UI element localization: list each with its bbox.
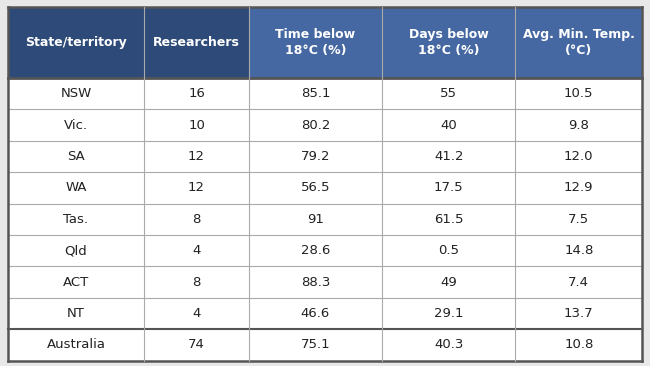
Text: Days below
18°C (%): Days below 18°C (%) [409,28,489,56]
Text: 12: 12 [188,150,205,163]
Bar [382,7,515,78]
Text: NSW: NSW [60,87,92,100]
Bar [515,7,642,78]
Text: 10: 10 [188,119,205,131]
Text: 55: 55 [440,87,457,100]
Text: 12.0: 12.0 [564,150,593,163]
Text: 9.8: 9.8 [568,119,589,131]
Text: 29.1: 29.1 [434,307,463,320]
Text: Avg. Min. Temp.
(°C): Avg. Min. Temp. (°C) [523,28,634,56]
Text: 13.7: 13.7 [564,307,593,320]
Text: 91: 91 [307,213,324,226]
Text: 12: 12 [188,181,205,194]
Text: 49: 49 [440,276,457,288]
Text: 28.6: 28.6 [301,244,330,257]
Text: 74: 74 [188,338,205,351]
Text: 17.5: 17.5 [434,181,463,194]
Text: 88.3: 88.3 [301,276,330,288]
Text: 7.5: 7.5 [568,213,590,226]
Text: 7.4: 7.4 [568,276,590,288]
Text: 85.1: 85.1 [301,87,330,100]
Text: 40.3: 40.3 [434,338,463,351]
Text: 41.2: 41.2 [434,150,463,163]
Text: Vic.: Vic. [64,119,88,131]
Text: 46.6: 46.6 [301,307,330,320]
Bar [8,7,144,78]
Text: Australia: Australia [47,338,105,351]
Text: 4: 4 [192,307,201,320]
Text: 56.5: 56.5 [301,181,330,194]
Text: Researchers: Researchers [153,36,240,49]
Text: 61.5: 61.5 [434,213,463,226]
Text: 8: 8 [192,276,201,288]
Text: 75.1: 75.1 [301,338,330,351]
Text: 10.5: 10.5 [564,87,593,100]
Bar [144,7,249,78]
Bar [249,7,382,78]
Text: State/territory: State/territory [25,36,127,49]
Text: 0.5: 0.5 [438,244,459,257]
Text: WA: WA [65,181,86,194]
Text: Tas.: Tas. [64,213,88,226]
Text: 12.9: 12.9 [564,181,593,194]
Text: 40: 40 [440,119,457,131]
Text: 79.2: 79.2 [301,150,330,163]
Text: Time below
18°C (%): Time below 18°C (%) [276,28,356,56]
Text: 14.8: 14.8 [564,244,593,257]
Text: Qld: Qld [64,244,87,257]
Text: 80.2: 80.2 [301,119,330,131]
Text: NT: NT [67,307,85,320]
Text: 16: 16 [188,87,205,100]
Text: SA: SA [67,150,85,163]
Text: 10.8: 10.8 [564,338,593,351]
Text: 8: 8 [192,213,201,226]
Text: 4: 4 [192,244,201,257]
Text: ACT: ACT [63,276,89,288]
